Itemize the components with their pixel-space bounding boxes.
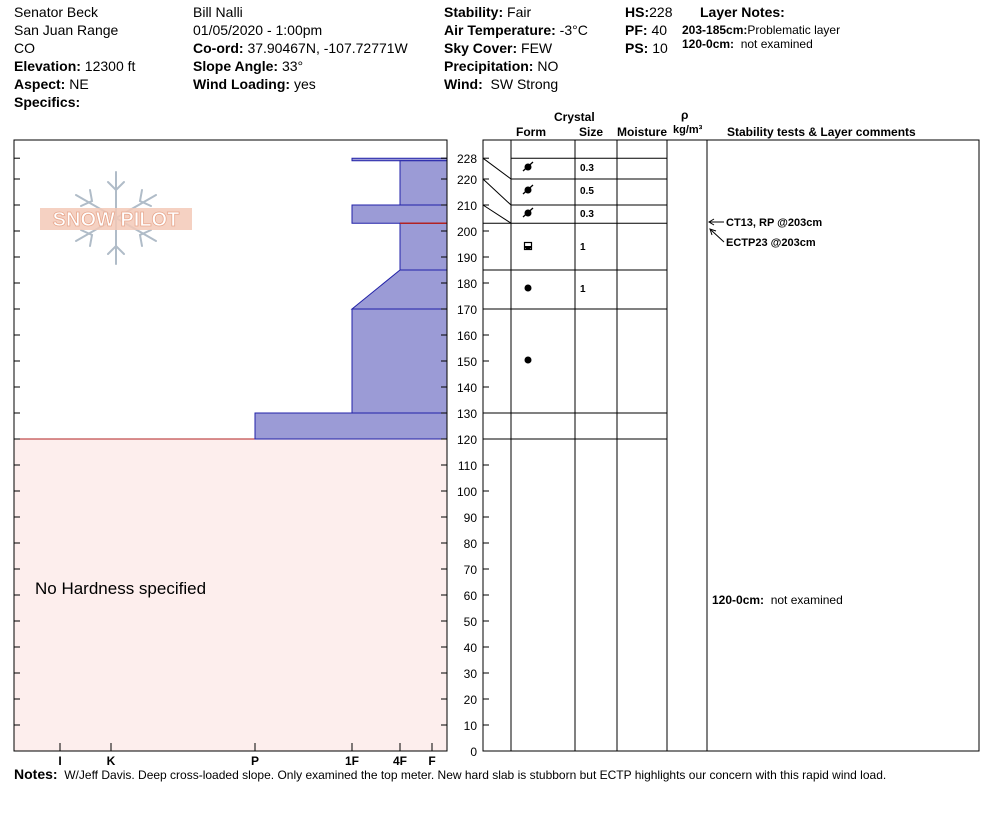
y-tick-label: 60 [464,589,478,603]
coordinates: Co-ord: 37.90467N, -107.72771W [193,40,408,56]
y-tick-label: 110 [458,459,477,473]
crystal-size: 1 [580,284,586,295]
crystal-header: Crystal [554,110,595,124]
stability-arrowhead-2 [709,228,717,236]
elevation: Elevation: 12300 ft [14,58,136,74]
no-hardness-label: No Hardness specified [35,579,207,598]
layer-connector [482,157,512,180]
stability-header: Stability tests & Layer comments [727,125,916,139]
hardness-label: P [251,754,259,768]
logo-text: SNOW PILOT [53,209,180,231]
y-tick-label: 220 [457,173,477,187]
layer-connector [482,204,512,224]
layer-comment: 120-0cm: not examined [712,593,843,607]
wind: Wind: SW Strong [444,76,559,92]
wind-loading: Wind Loading: yes [193,76,316,92]
rounded-grain-icon [524,284,532,292]
y-tick-label: 130 [457,407,477,421]
y-tick-label: 40 [464,641,478,655]
y-tick-label: 100 [457,485,477,499]
slope-angle: Slope Angle: 33° [193,58,304,74]
crystal-size: 1 [580,242,586,253]
layer-note-2: 120-0cm: not examined [682,37,813,51]
notes: Notes: W/Jeff Davis. Deep cross-loaded s… [14,766,887,782]
precipitation-particles-icon-stroke [522,184,534,195]
density-unit: kg/m³ [673,124,703,136]
layer-notes-title: Layer Notes: [700,4,785,20]
stability-test-ectp: ECTP23 @203cm [726,237,816,249]
y-tick-label: 10 [464,719,478,733]
pf: PF: 40 [625,22,668,38]
hardness-label: 4F [393,754,407,768]
observer: Bill Nalli [193,4,243,20]
y-tick-label: 180 [457,277,477,291]
hardness-bar [350,269,448,310]
hardness-graph-frame [13,139,448,752]
y-tick-label: 160 [457,329,477,343]
datetime: 01/05/2020 - 1:00pm [193,22,323,38]
y-tick-label: 228 [457,152,477,166]
layer-note-1: 203-185cm:Problematic layer [682,23,841,37]
hardness-label: 1F [345,754,359,768]
site-name: Senator Beck [14,4,99,20]
y-tick-label: 170 [457,303,477,317]
y-tick-label: 90 [464,511,478,525]
hs: HS:228 [625,4,673,20]
hardness-bar [351,204,448,224]
y-tick-label: 200 [457,225,477,239]
precipitation: Precipitation: NO [444,58,559,74]
hardness-bar [399,160,448,206]
stability-arrow-2 [710,229,725,243]
form-header: Form [516,125,546,139]
density-symbol: ρ [681,108,689,122]
sky-cover: Sky Cover: FEW [444,40,553,56]
y-tick-label: 80 [464,537,478,551]
y-tick-label: 210 [457,199,477,213]
precipitation-particles-icon-stroke [522,161,534,172]
y-tick-label: 120 [457,433,477,447]
crystal-size: 0.3 [580,163,594,174]
aspect: Aspect: NE [14,76,89,92]
y-tick-label: 190 [457,251,477,265]
hardness-label: I [58,754,61,768]
snow-pilot-logo: SNOW PILOT [40,171,192,265]
y-tick-label: 70 [464,563,478,577]
hardness-label: K [107,754,116,768]
specifics-label: Specifics: [14,94,81,110]
hardness-bar [254,412,448,440]
rounded-grain-icon [524,356,532,364]
layer-table-frame [482,139,980,752]
y-tick-label: 30 [464,667,478,681]
rounded-facet-icon-fill [524,246,532,250]
hardness-bar [399,222,448,271]
crystal-size: 0.3 [580,209,594,220]
y-tick-label: 140 [457,381,477,395]
precipitation-particles-icon-stroke [522,207,534,218]
ps: PS: 10 [625,40,668,56]
y-tick-label: 20 [464,693,478,707]
hardness-label: F [428,754,435,768]
stability-arrowhead-1 [708,218,715,226]
state-name: CO [14,40,35,56]
y-tick-label: 50 [464,615,478,629]
crystal-size: 0.5 [580,186,594,197]
y-tick-label: 150 [457,355,477,369]
size-header: Size [579,125,604,139]
moisture-header: Moisture [617,125,668,139]
air-temperature: Air Temperature: -3°C [444,22,588,38]
layer-connector [482,178,512,206]
y-tick-label: 0 [470,745,477,759]
stability-test-ct: CT13, RP @203cm [726,217,823,229]
range-name: San Juan Range [14,22,119,38]
not-examined-region [14,439,447,751]
stability: Stability: Fair [444,4,532,20]
hardness-bar [351,308,448,414]
